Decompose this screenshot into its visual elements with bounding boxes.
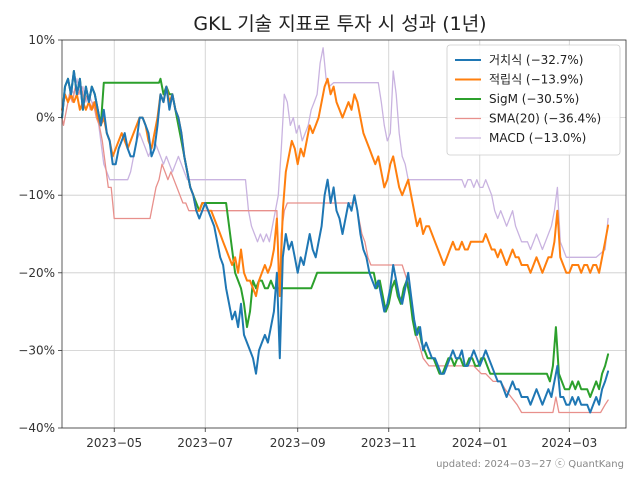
y-tick-label: −10% xyxy=(18,188,55,202)
legend-label: SigM (−30.5%) xyxy=(489,92,579,106)
x-tick-label: 2024−03 xyxy=(541,436,597,450)
footer-text: updated: 2024−03−27 ⓒ QuantKang xyxy=(436,458,624,470)
y-tick-label: −20% xyxy=(18,266,55,280)
plot-frame xyxy=(61,39,627,429)
series-line-series-1 xyxy=(61,77,610,298)
x-tick-label: 2023−09 xyxy=(270,436,326,450)
legend: 거치식 (−32.7%) 적립식 (−13.9%) SigM (−30.5%) SMA… xyxy=(446,44,621,156)
y-tick-label: −40% xyxy=(18,421,55,435)
x-tick-label: 2023−05 xyxy=(86,436,142,450)
legend-label: MACD (−13.0%) xyxy=(489,131,586,145)
y-tick-label: 10% xyxy=(28,33,55,47)
x-tick-label: 2023−11 xyxy=(361,436,417,450)
legend-label: 거치식 (−32.7%) xyxy=(489,53,583,67)
x-tick-label: 2023−07 xyxy=(177,436,233,450)
legend-box xyxy=(446,44,621,156)
series-layer xyxy=(61,47,610,414)
legend-label: SMA(20) (−36.4%) xyxy=(489,112,601,126)
y-tick-label: 0% xyxy=(36,111,55,125)
x-tick-label: 2024−01 xyxy=(452,436,508,450)
series-line-series-0 xyxy=(61,70,610,414)
legend-label: 적립식 (−13.9%) xyxy=(489,73,583,87)
chart-title: GKL 기술 지표로 투자 시 성과 (1년) xyxy=(193,13,486,35)
tick-layer: 10% 0% −10% −20% −30% −40% 2023−05 2023−07 2023−… xyxy=(18,33,597,450)
y-tick-label: −30% xyxy=(18,343,55,357)
